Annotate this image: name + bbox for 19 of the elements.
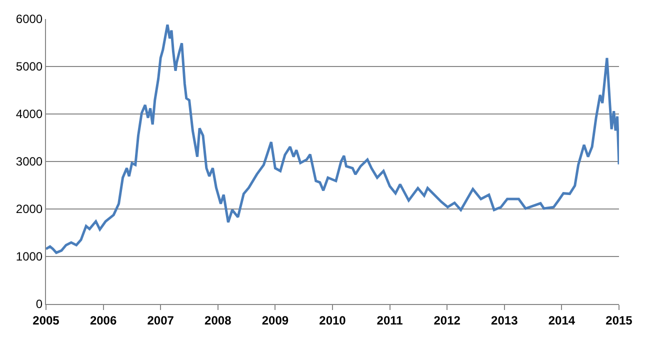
y-tick-label: 4000 (16, 107, 43, 122)
line-series (46, 23, 619, 254)
y-tick-label: 5000 (16, 60, 43, 74)
y-tick-label: 2000 (16, 202, 43, 216)
x-tick-label: 2009 (262, 313, 289, 328)
x-tick-label: 2011 (376, 313, 404, 328)
x-tick-label: 2005 (32, 313, 60, 328)
y-tick-label: 6000 (16, 12, 43, 26)
y-tick-label: 0 (36, 297, 43, 312)
x-tick-label: 2008 (204, 313, 232, 328)
x-tick-label: 2014 (548, 313, 576, 328)
y-tick-label: 3000 (16, 154, 43, 169)
x-tick-label: 2013 (491, 313, 518, 328)
x-tick-label: 2012 (434, 313, 461, 328)
x-tick-label: 2015 (606, 313, 633, 328)
x-tick-label: 2010 (319, 313, 346, 328)
x-tick-label: 2006 (90, 313, 117, 328)
y-tick-label: 1000 (16, 250, 43, 264)
x-tick-label: 2007 (147, 313, 174, 328)
